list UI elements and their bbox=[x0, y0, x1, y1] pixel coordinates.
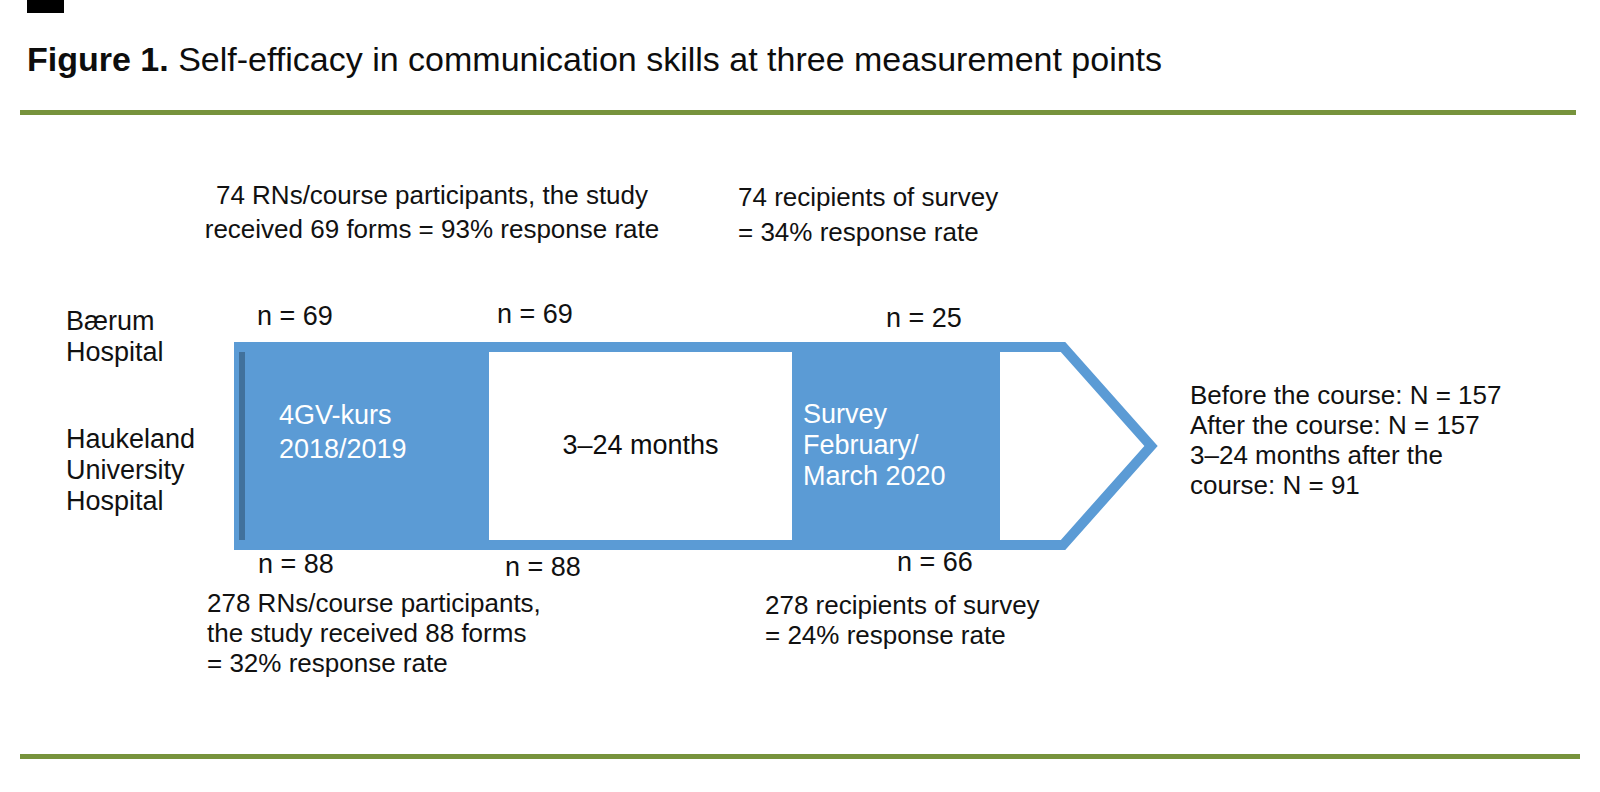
note-survey-baerum: 74 recipients of survey = 34% response r… bbox=[738, 180, 998, 250]
note-course-baerum: 74 RNs/course participants, the study re… bbox=[193, 178, 671, 246]
n-baerum-followup: n = 25 bbox=[886, 303, 962, 333]
n-haukeland-course: n = 88 bbox=[258, 549, 334, 579]
survey-segment-label: Survey February/ March 2020 bbox=[803, 399, 946, 492]
course-segment-label: 4GV-kurs 2018/2019 bbox=[279, 398, 407, 466]
n-haukeland-after: n = 88 bbox=[505, 552, 581, 582]
note-totals: Before the course: N = 157 After the cou… bbox=[1190, 380, 1590, 500]
hospital-label-haukeland: Haukeland University Hospital bbox=[66, 424, 195, 517]
n-baerum-course: n = 69 bbox=[257, 301, 333, 331]
hospital-label-baerum: Bærum Hospital bbox=[66, 306, 164, 368]
note-survey-haukeland: 278 recipients of survey = 24% response … bbox=[765, 590, 1040, 650]
arrow-left-accent-line bbox=[239, 352, 245, 540]
note-course-haukeland: 278 RNs/course participants, the study r… bbox=[207, 588, 541, 678]
interval-segment-label: 3–24 months bbox=[489, 430, 792, 461]
n-baerum-after: n = 69 bbox=[497, 299, 573, 329]
n-haukeland-followup: n = 66 bbox=[897, 547, 973, 577]
bottom-divider-rule bbox=[20, 754, 1580, 759]
